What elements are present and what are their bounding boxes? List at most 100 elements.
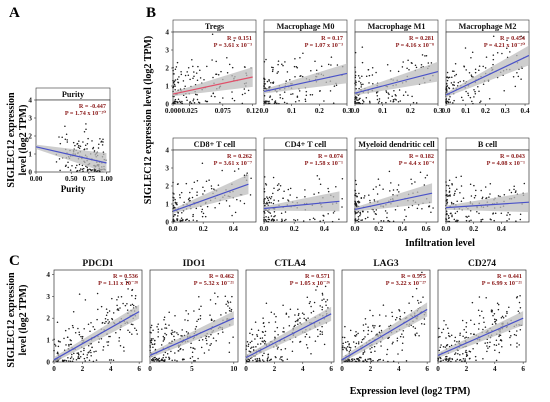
scatter-point [187, 313, 190, 315]
scatter-point [208, 349, 210, 351]
scatter-point [78, 354, 80, 356]
scatter-point [177, 98, 180, 100]
scatter-point [228, 310, 231, 312]
scatter-point [412, 101, 415, 104]
scatter-point [453, 192, 456, 195]
p-value: P = 3.61 x 10⁻³ [214, 42, 253, 49]
scatter-point [58, 158, 61, 160]
scatter-point [278, 188, 280, 190]
p-value: P = 3.61 x 10⁻⁷ [214, 160, 253, 167]
y-tick-label: 0 [28, 169, 32, 177]
scatter-point [379, 358, 381, 361]
scatter-point [471, 100, 473, 103]
scatter-point [362, 360, 365, 363]
scatter-point [360, 341, 363, 343]
scatter-point [152, 329, 154, 331]
scatter-point [108, 335, 110, 338]
r-value: R = 0.454 [500, 35, 525, 42]
scatter-point [358, 356, 361, 359]
scatter-point [198, 308, 200, 310]
scatter-point [447, 332, 450, 334]
scatter-point [268, 359, 271, 362]
scatter-point [484, 326, 487, 328]
scatter-point [495, 359, 498, 362]
panel-title: Macrophage M2 [459, 22, 517, 31]
scatter-point [477, 309, 480, 311]
scatter-point [262, 321, 265, 324]
scatter-point [440, 344, 442, 346]
scatter-point [79, 145, 82, 147]
scatter-point [56, 321, 59, 324]
scatter-point [310, 312, 313, 314]
x-tick-label: 0.50 [65, 175, 78, 183]
scatter-point [451, 215, 453, 218]
scatter-point [497, 195, 500, 197]
scatter-point [497, 303, 500, 306]
scatter-point [513, 188, 515, 191]
scatter-point [378, 314, 381, 316]
scatter-point [174, 89, 176, 91]
scatter-point [440, 360, 442, 362]
scatter-point [187, 332, 190, 334]
scatter-point [151, 358, 153, 361]
scatter-point [338, 218, 340, 220]
scatter-point [319, 90, 321, 92]
scatter-point [401, 66, 404, 68]
scatter-point [411, 95, 413, 98]
scatter-point [294, 314, 296, 316]
r-value: R = 0.17 [321, 35, 343, 42]
scatter-point [464, 47, 467, 49]
r-value: R = 0.441 [497, 273, 522, 280]
scatter-point [131, 289, 133, 292]
scatter-point [460, 200, 463, 203]
scatter-point [386, 212, 388, 214]
scatter-point [369, 358, 372, 360]
scatter-point [194, 328, 197, 330]
scatter-point [442, 359, 444, 361]
scatter-point [469, 96, 472, 99]
x-tick-label: 0.2 [290, 225, 299, 233]
scatter-point [358, 202, 360, 204]
scatter-point [289, 194, 291, 196]
scatter-point [88, 351, 90, 353]
scatter-point [66, 336, 69, 339]
panel-title: Tregs [205, 22, 224, 31]
scatter-point [267, 216, 270, 218]
scatter-point [187, 66, 190, 69]
scatter-point [127, 288, 129, 290]
scatter-point [299, 340, 302, 343]
scatter-point [476, 211, 478, 213]
scatter-point [460, 185, 463, 187]
scatter-point [108, 321, 111, 323]
scatter-point [263, 202, 265, 205]
scatter-point [376, 359, 379, 362]
scatter-point [189, 191, 191, 194]
scatter-point [213, 188, 215, 190]
scatter-point [359, 77, 361, 79]
scatter-point [81, 335, 84, 338]
scatter-point [105, 308, 108, 310]
p-value: P = 1.11 x 10⁻²⁸ [98, 280, 138, 287]
scatter-point [272, 82, 274, 84]
scatter-point [225, 303, 227, 305]
scatter-point [386, 216, 388, 219]
scatter-point [185, 182, 188, 185]
scatter-point [163, 316, 166, 319]
scatter-point [518, 344, 520, 346]
scatter-point [297, 314, 300, 317]
scatter-point [310, 305, 312, 308]
scatter-point [250, 328, 253, 330]
panel-title: B cell [478, 140, 498, 149]
scatter-point [263, 176, 266, 178]
scatter-point [367, 326, 369, 328]
scatter-point [285, 80, 287, 82]
scatter-point [453, 340, 456, 342]
scatter-point [341, 177, 344, 180]
scatter-point [353, 358, 356, 361]
scatter-point [67, 356, 69, 359]
scatter-point [372, 188, 375, 190]
scatter-point [362, 83, 364, 85]
scatter-point [278, 102, 280, 105]
scatter-point [270, 358, 272, 360]
scatter-point [468, 215, 470, 217]
